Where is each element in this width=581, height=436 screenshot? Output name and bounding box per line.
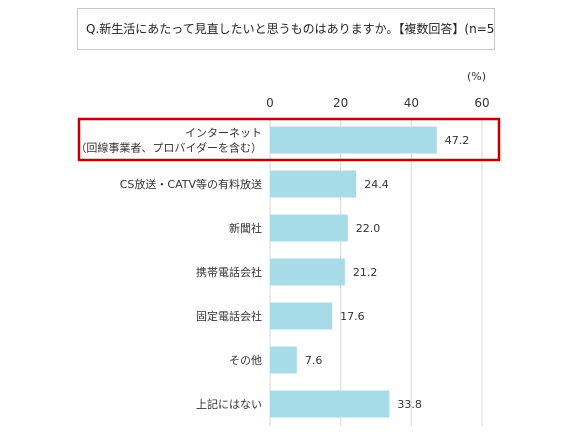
bar [270,170,357,198]
category-label: 携帯電話会社 [196,265,262,279]
value-label: 24.4 [364,178,389,191]
category-label: （回線事業者、プロバイダーを含む） [75,141,262,155]
category-label: インターネット [185,127,262,140]
value-label: 17.6 [340,310,365,323]
highlight-frame [77,117,501,162]
value-label: 47.2 [445,134,470,147]
category-label: 新聞社 [229,221,262,235]
value-label: 22.0 [356,222,381,235]
category-label: 上記にはない [196,397,262,411]
chart-title: Q.新生活にあたって見直したいと思うものはありますか。【複数回答】(n=500) [77,8,495,50]
bar [270,390,390,418]
bar [270,126,437,154]
bar [270,346,297,374]
bar [270,258,345,286]
x-tick-label: 40 [404,96,419,110]
x-tick-label: 60 [474,96,489,110]
bar [270,214,348,242]
value-label: 33.8 [397,398,422,411]
category-label: CS放送・CATV等の有料放送 [120,177,262,191]
category-label: その他 [229,354,262,367]
category-label: 固定電話会社 [196,309,262,323]
unit-label: (%) [467,70,486,83]
value-label: 21.2 [353,266,378,279]
value-label: 7.6 [305,354,323,367]
x-tick-label: 0 [266,96,274,110]
x-tick-label: 20 [333,96,348,110]
bar [270,302,333,330]
